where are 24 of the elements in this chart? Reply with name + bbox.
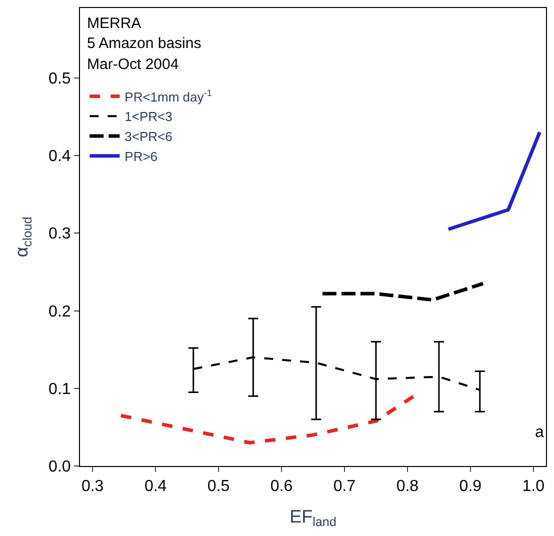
line-series <box>119 394 416 444</box>
x-tick-label: 0.7 <box>333 478 356 496</box>
x-tick-label: 0.8 <box>396 478 419 496</box>
x-tick-label: 0.6 <box>270 478 293 496</box>
x-tick-label: 0.9 <box>459 478 482 496</box>
y-tick-label: 0.1 <box>48 380 71 398</box>
annotation: a <box>535 424 544 441</box>
y-tick-label: 0.5 <box>48 70 71 88</box>
annotation: 5 Amazon basins <box>87 35 202 52</box>
y-tick-label: 0.2 <box>48 303 71 320</box>
y-tick-label: 0.0 <box>48 458 71 476</box>
legend-label: 1<PR<3 <box>124 109 172 124</box>
x-axis-title: EF$_{land}$ <box>290 506 336 530</box>
legend-label: PR<1mm day$^{-1}$ <box>124 88 212 104</box>
y-tick-label: 0.3 <box>48 226 71 243</box>
annotation: Mar-Oct 2004 <box>87 56 179 73</box>
x-tick-label: 0.4 <box>144 478 167 496</box>
annotation: MERRA <box>87 15 142 32</box>
x-tick-label: 0.5 <box>207 478 230 496</box>
x-tick-label: 1.0 <box>522 478 545 496</box>
legend-label: 3<PR<6 <box>124 129 172 144</box>
x-tick-label: 0.3 <box>81 478 104 496</box>
y-tick-label: 0.4 <box>48 148 71 166</box>
legend-label: PR>6 <box>124 149 158 164</box>
